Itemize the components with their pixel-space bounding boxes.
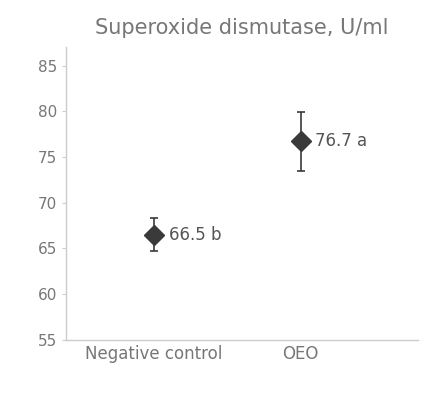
Text: 76.7 a: 76.7 a (315, 132, 367, 150)
Text: 66.5 b: 66.5 b (169, 226, 221, 244)
Title: Superoxide dismutase, U/ml: Superoxide dismutase, U/ml (95, 17, 389, 38)
